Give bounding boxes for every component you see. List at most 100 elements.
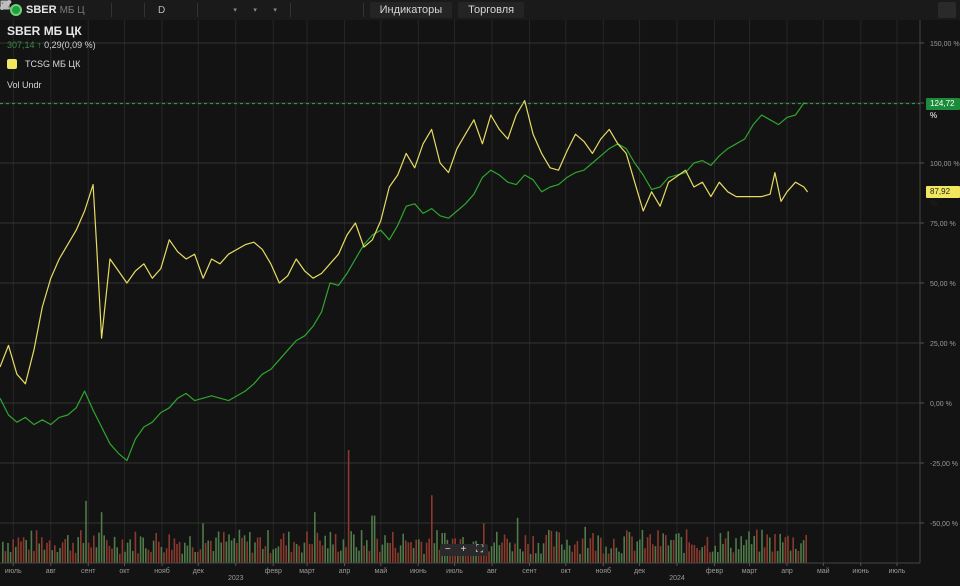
chart-legend: SBER МБ ЦК 307,14 ↑ 0,29(0,09 %) TCSG МБ… (7, 24, 96, 90)
volume-bar (298, 545, 300, 563)
price-change: 0,29(0,09 %) (44, 40, 96, 50)
volume-bar (758, 551, 761, 563)
fullscreen-icon[interactable]: ⛶ (476, 544, 484, 555)
volume-bar (771, 551, 774, 563)
legend-compare-series[interactable]: TCSG МБ ЦК (7, 59, 96, 69)
volume-bar (665, 535, 667, 563)
price-chart[interactable]: 150,00 %125,00 %100,00 %75,00 %50,00 %25… (0, 20, 960, 586)
volume-bar (69, 550, 72, 563)
volume-bar (415, 539, 417, 563)
y-axis-tick-label: 50,00 % (930, 281, 956, 288)
volume-bar (587, 547, 589, 563)
legend-title[interactable]: SBER МБ ЦК (7, 24, 96, 38)
volume-bar (636, 541, 638, 563)
zoom-out-icon[interactable]: − (444, 544, 451, 555)
volume-bar (212, 550, 215, 563)
volume-bar (282, 533, 285, 563)
top-toolbar: SBER МБ Ц D ▾ ▾ ▾ Индикаторы (0, 0, 960, 20)
volume-bar (782, 542, 784, 563)
volume-bar (100, 512, 103, 563)
search-icon[interactable] (0, 0, 105, 18)
volume-bar (730, 547, 732, 563)
volume-bar (259, 537, 261, 563)
indicators-button[interactable]: Индикаторы (0, 0, 453, 18)
volume-bar (48, 540, 51, 563)
collapse-icon[interactable] (2, 2, 956, 18)
volume-bar (363, 545, 365, 563)
legend-ticker: SBER (7, 24, 41, 38)
volume-bar (35, 530, 38, 563)
more-icon[interactable] (1, 1, 357, 18)
zoom-in-icon[interactable]: + (460, 544, 467, 555)
volume-bar (264, 546, 267, 563)
interval-button[interactable]: D (158, 4, 166, 16)
volume-bar (147, 549, 150, 563)
volume-bar (56, 551, 59, 563)
volume-bar (233, 538, 235, 563)
volume-bar (488, 551, 490, 563)
volume-bar (607, 553, 610, 563)
volume-bar (740, 536, 742, 563)
compare-icon[interactable] (0, 0, 138, 18)
volume-bar (54, 545, 56, 563)
y-axis-tick-label: 150,00 % (930, 41, 960, 48)
drawing-tools-icon[interactable]: ▾ (0, 0, 244, 18)
volume-bar (158, 541, 160, 563)
volume-bar (626, 530, 628, 563)
chart-area[interactable]: 150,00 %125,00 %100,00 %75,00 %50,00 %25… (0, 20, 960, 586)
star-icon[interactable] (0, 0, 337, 18)
volume-bar (249, 532, 251, 563)
volume-bar (784, 537, 787, 563)
volume-bar (275, 548, 277, 563)
volume-bar (90, 547, 92, 563)
time-axis-tick-label: июнь (852, 568, 869, 575)
time-axis-tick-label: 2024 (669, 575, 685, 582)
volume-bar (644, 548, 646, 563)
screenshot-icon[interactable] (0, 0, 550, 18)
alert-icon[interactable] (2, 1, 570, 18)
volume-bar (480, 551, 482, 563)
layout-icon[interactable] (0, 0, 224, 18)
zoom-controls: − + ⛶ (440, 544, 488, 556)
y-axis-tick-label: 100,00 % (930, 161, 960, 168)
fib-tools-icon[interactable]: ▾ (1, 1, 257, 14)
volume-bar (293, 541, 295, 563)
volume-bar (402, 533, 404, 563)
trend-tools-icon[interactable]: ▾ (0, 1, 284, 18)
volume-bar (173, 538, 176, 563)
volume-bar (498, 545, 501, 563)
volume-bar (314, 512, 316, 563)
time-axis-tick-label: февр (706, 568, 723, 575)
volume-bar (548, 529, 550, 563)
volume-bar (59, 548, 61, 563)
volume-bar (394, 547, 397, 563)
volume-bar (171, 549, 173, 563)
time-axis-tick-label: июль (5, 568, 22, 575)
volume-bar (527, 544, 529, 563)
volume-bar (262, 548, 264, 563)
volume-bar (704, 545, 706, 563)
volume-bar (381, 544, 384, 563)
volume-bar (342, 539, 345, 563)
brush-icon[interactable] (1, 1, 317, 18)
volume-bar (506, 538, 508, 563)
trading-button[interactable]: Торговля (0, 0, 525, 18)
volume-bar (126, 542, 129, 563)
time-axis-tick-label: дек (634, 568, 646, 575)
volume-bar (223, 531, 225, 563)
volume-bar (597, 535, 599, 563)
volume-bar (433, 543, 436, 563)
legend-volume-indicator[interactable]: Vol Undr (7, 80, 42, 90)
volume-bar (345, 547, 347, 563)
volume-bar (709, 552, 711, 563)
volume-bar (168, 534, 170, 563)
volume-bar (649, 534, 651, 563)
settings-icon[interactable] (1, 1, 936, 18)
y-axis-tick-label: -25,00 % (930, 461, 958, 468)
symbol-suffix[interactable]: МБ Ц (59, 4, 85, 16)
time-axis-tick-label: июль (889, 568, 906, 575)
volume-bar (496, 531, 498, 563)
symbol-ticker[interactable]: SBER (26, 4, 57, 16)
chart-type-icon[interactable] (0, 1, 191, 18)
volume-bar (779, 533, 781, 563)
